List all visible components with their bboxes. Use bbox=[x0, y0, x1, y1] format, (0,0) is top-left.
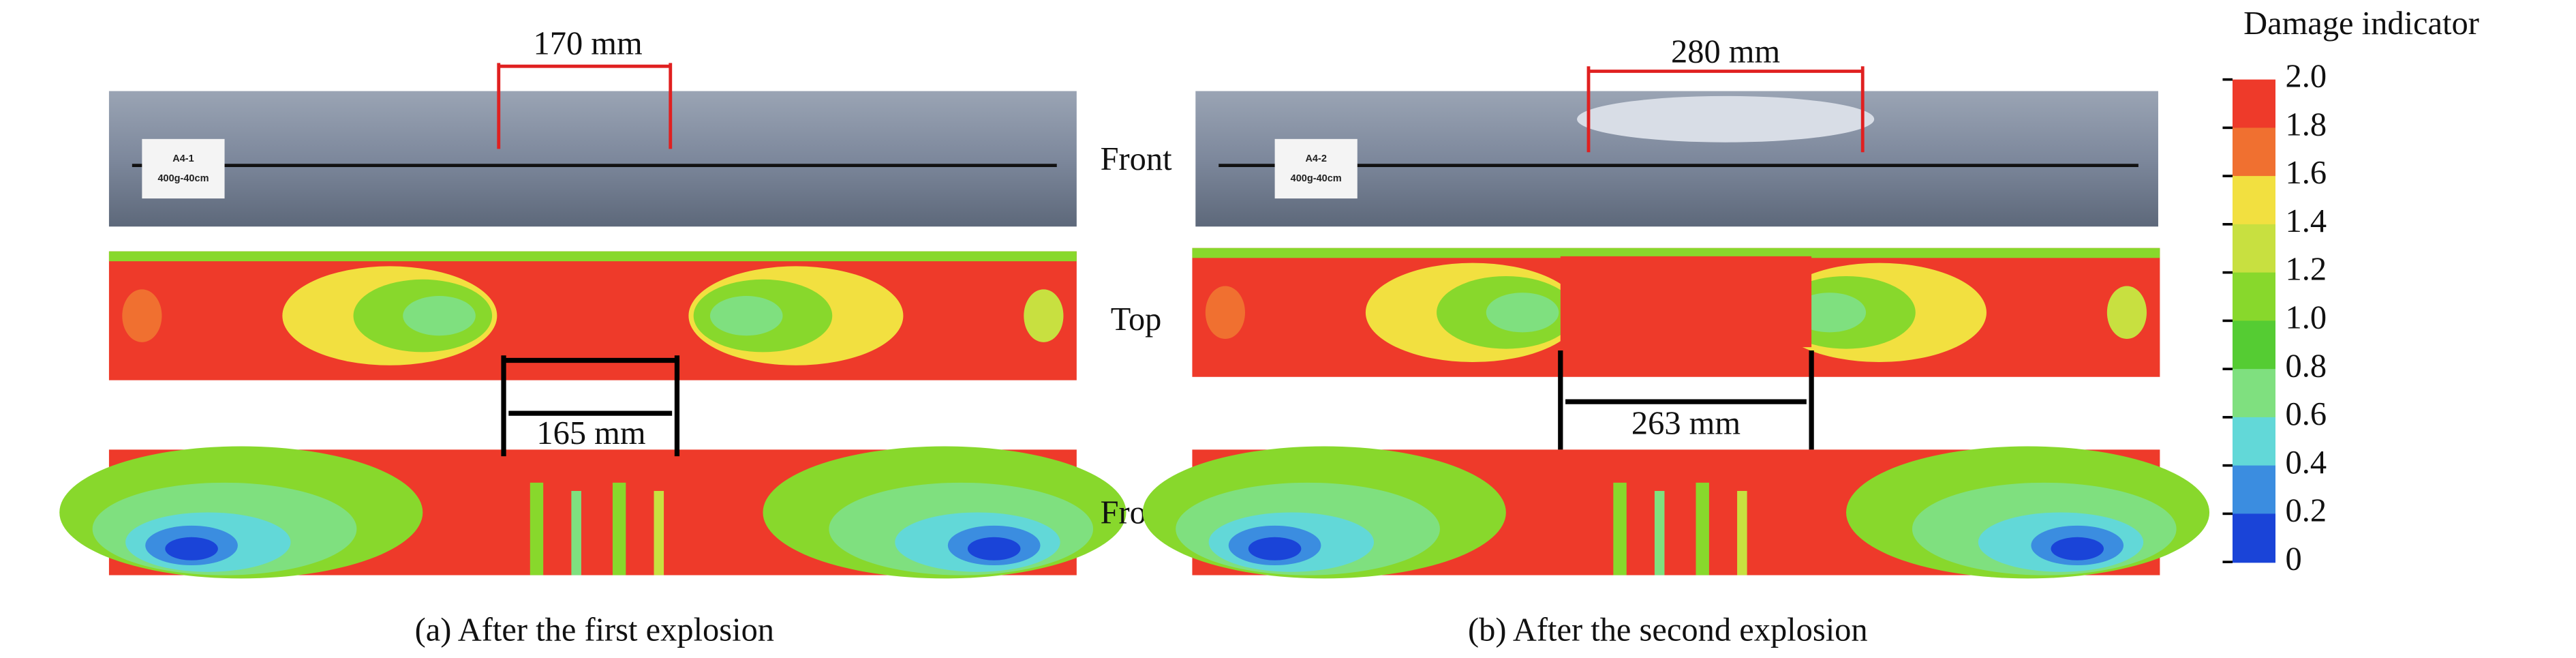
colorbar-band bbox=[2233, 128, 2275, 177]
photo bbox=[108, 91, 1077, 227]
panel-a: A4-1 400g-40cm 170 mm 165 mm (a) After t… bbox=[59, 25, 1126, 648]
colorbar-tick-label: 0.6 bbox=[2286, 396, 2327, 432]
load: 400g-40cm bbox=[157, 173, 209, 184]
colorbar-band bbox=[2233, 417, 2275, 466]
colorbar-band bbox=[2233, 224, 2275, 273]
contour-dimension bbox=[501, 355, 680, 457]
view-label: Top bbox=[1111, 301, 1162, 338]
photo-dimension bbox=[1586, 66, 1865, 153]
view-label: Front bbox=[1101, 141, 1173, 177]
colorbar-tick-label: 1.2 bbox=[2286, 252, 2327, 288]
caption: (a) After the first explosion bbox=[415, 612, 774, 648]
label-card bbox=[1274, 138, 1358, 199]
contour-width: 263 mm bbox=[1631, 406, 1741, 442]
colorbar-tick-label: 1.8 bbox=[2286, 106, 2327, 143]
colorbar-band bbox=[2233, 272, 2275, 322]
colorbar-tick-label: 0.8 bbox=[2286, 348, 2327, 384]
photo-dimension bbox=[497, 63, 673, 149]
colorbar-band bbox=[2233, 369, 2275, 419]
colorbar-tick-label: 1.6 bbox=[2286, 155, 2327, 191]
colorbar-tick-label: 1.4 bbox=[2286, 203, 2327, 239]
colorbar-title: Damage indicator bbox=[2243, 5, 2479, 42]
colorbar-tick-label: 2.0 bbox=[2286, 59, 2327, 95]
damage-zone bbox=[1577, 95, 1875, 143]
label-card bbox=[142, 138, 225, 199]
photo-width: 280 mm bbox=[1671, 33, 1780, 70]
colorbar-band bbox=[2233, 176, 2275, 226]
load: 400g-40cm bbox=[1291, 173, 1342, 184]
colorbar-tick-label: 0.4 bbox=[2286, 445, 2327, 481]
damage-core bbox=[1560, 256, 1812, 348]
colorbar-band bbox=[2233, 79, 2275, 129]
colorbar-band bbox=[2233, 513, 2275, 563]
colorbar-tick-label: 0.2 bbox=[2286, 493, 2327, 529]
contour-dimension bbox=[1558, 350, 1814, 450]
specimen-id: A4-2 bbox=[1305, 153, 1326, 164]
specimen-id: A4-1 bbox=[172, 153, 194, 164]
panel-b: A4-2 400g-40cm 280 mm 263 mm (b) After t… bbox=[1142, 33, 2210, 648]
colorbar: Damage indicator 2.0 1.8 1.6 1.4 1.2 1.0 0.8 0.… bbox=[2222, 5, 2479, 577]
colorbar-tick-label: 0 bbox=[2286, 541, 2302, 577]
caption: (b) After the second explosion bbox=[1468, 612, 1868, 648]
colorbar-band bbox=[2233, 320, 2275, 370]
colorbar-band bbox=[2233, 465, 2275, 515]
colorbar-tick-label: 1.0 bbox=[2286, 300, 2327, 336]
photo-width: 170 mm bbox=[534, 25, 643, 61]
contour-width: 165 mm bbox=[536, 415, 645, 451]
